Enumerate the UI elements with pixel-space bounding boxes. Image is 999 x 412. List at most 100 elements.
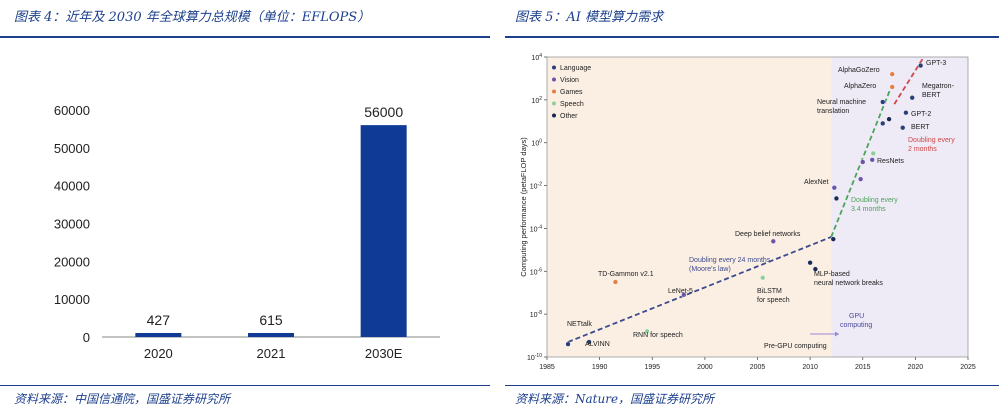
data-point [909,95,915,101]
x-tick-label: 2020 [144,346,173,361]
point-label: RNN for speech [633,332,683,339]
data-point [870,150,876,157]
legend-label: Language [560,65,591,72]
right-panel-source: 资料来源：Nature，国盛证券研究所 [515,392,715,406]
point-label: Neural machine [817,99,866,106]
legend-marker [552,89,556,94]
region-background [547,57,832,357]
bar [360,125,407,337]
point-label: LeNet-5 [668,288,693,295]
legend-label: Games [560,89,583,96]
x-tick-label: 2000 [697,364,713,371]
data-point [681,292,687,298]
data-point [889,71,895,77]
trend-line [893,56,925,105]
data-point [565,341,571,347]
data-point [831,185,837,191]
left-panel-source: 资料来源：中国信通院，国盛证券研究所 [14,392,231,406]
data-point [889,84,895,90]
x-tick-label: 2005 [750,364,766,371]
left-title-rule [0,36,490,38]
data-point [886,116,892,122]
data-point [903,110,909,116]
legend-marker [552,101,556,106]
data-point [586,339,592,345]
y-axis-title: Computing performance (petaFLOP days) [519,137,528,277]
point-label: AlexNet [804,179,829,186]
data-point [760,275,766,281]
right-source-rule [505,385,999,386]
data-point [812,266,818,272]
data-point [918,62,924,69]
x-tick-label: 2015 [855,364,871,371]
legend-label: Speech [560,101,584,108]
y-tick-label: 40000 [54,179,90,194]
trend-label: Doubling every 24 months [689,257,771,264]
legend-label: Vision [560,77,579,84]
trend-label: 3.4 months [851,206,886,213]
bar [248,333,294,337]
x-tick-label: 2010 [802,364,818,371]
point-label: Megatron- [922,83,955,90]
y-tick-label: 10-6 [530,267,542,276]
point-label: GPT-3 [926,60,946,67]
left-panel-title: 图表 4：近年及 2030 年全球算力总规模（单位：EFLOPS） [14,10,371,25]
point-label: for speech [757,297,790,304]
left-source-rule [0,385,490,386]
point-label: AlphaGoZero [838,67,880,74]
data-point [612,279,619,285]
legend-marker [552,113,556,118]
y-tick-label: 100 [531,139,542,148]
trend-label: Doubling every [908,137,955,144]
ai-model-compute-scatter-chart: 1985 1990 1995 2000 2005 2010 2015 2020 2025 10-1… [519,53,976,371]
x-tick-label: 1985 [539,364,555,371]
region-label-pre-gpu: Pre-GPU computing [764,343,827,350]
y-tick-label: 10-4 [530,224,542,233]
region-label-gpu: GPU [849,313,864,320]
point-label: Deep belief networks [735,231,801,238]
data-point [869,157,875,163]
y-tick-label: 102 [531,96,542,105]
point-label: translation [817,108,849,115]
y-tick-label: 20000 [54,254,90,269]
y-tick-label: 104 [531,53,542,62]
y-tick-label: 10-2 [530,182,542,191]
region-background [831,57,968,357]
y-tick-label: 10-10 [527,353,542,362]
x-tick-label: 2030E [365,346,403,361]
point-label: AlphaZero [844,83,876,90]
x-tick-label: 1995 [644,364,660,371]
point-label: BiLSTM [757,288,782,295]
data-point [644,328,650,334]
point-label: BERT [922,92,941,99]
legend-label: Other [560,113,578,120]
point-label: MLP-based [814,271,850,278]
x-tick-label: 1990 [592,364,608,371]
y-tick-label: 30000 [54,217,90,232]
bar [135,333,182,337]
point-label: NETtalk [567,321,592,328]
x-tick-label: 2021 [257,346,286,361]
data-point [830,236,836,242]
right-panel: 图表 5：AI 模型算力需求 1985 1990 1995 2000 2005 2010 2… [505,0,999,412]
right-title-rule [505,36,999,38]
trend-line [567,236,832,343]
trend-label: (Moore's law) [689,266,731,273]
point-label: ResNets [877,158,904,165]
bar-value-label: 615 [259,312,283,328]
y-tick-label: 50000 [54,141,90,156]
x-tick-label: 2025 [960,364,976,371]
data-point [900,125,906,131]
left-panel: 图表 4：近年及 2030 年全球算力总规模（单位：EFLOPS） 0 10000… [0,0,490,412]
point-label: neural network breaks [814,280,883,287]
legend-marker [552,65,556,70]
y-tick-label: 10-8 [530,310,542,319]
data-point [860,159,866,165]
data-point [858,176,864,182]
y-tick-label: 60000 [54,103,90,118]
trend-label: Doubling every [851,197,898,204]
region-label-gpu: computing [840,322,872,329]
y-tick-label: 10000 [54,292,90,307]
compute-scale-bar-chart: 0 10000 20000 30000 40000 50000 60000 427 2020 61… [54,103,440,361]
data-point [807,260,813,266]
